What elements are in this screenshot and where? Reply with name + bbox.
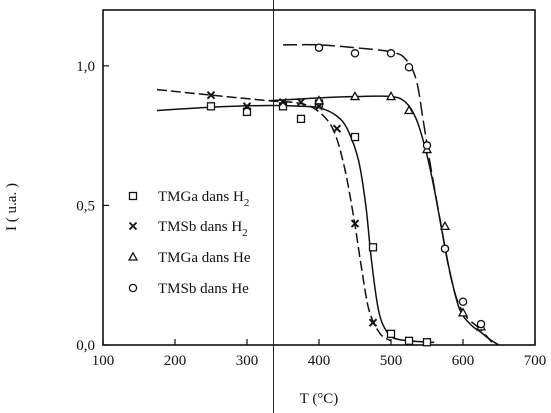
data-point	[422, 141, 432, 150]
data-point	[458, 297, 468, 306]
legend-label: TMSb dans He	[158, 281, 249, 297]
data-point	[476, 319, 486, 329]
data-point	[242, 102, 252, 111]
data-point	[350, 49, 360, 58]
x-tick-label: 200	[164, 353, 187, 369]
data-point	[296, 97, 306, 107]
series-markers	[206, 43, 487, 347]
series-curve	[156, 88, 392, 342]
data-point	[278, 97, 288, 107]
data-point	[440, 244, 450, 253]
series-curve	[282, 43, 493, 343]
data-point	[332, 124, 342, 133]
data-point	[314, 43, 324, 52]
data-point	[350, 219, 360, 228]
legend-item: TMSb dans He	[128, 281, 249, 297]
data-point	[349, 91, 361, 101]
x-tick-label: 300	[236, 353, 259, 369]
data-point	[404, 62, 414, 72]
x-tick-label: 700	[524, 353, 547, 369]
data-point	[206, 102, 216, 111]
legend-item: TMSb dans H2	[128, 219, 248, 239]
y-tick-label: 1,0	[76, 59, 95, 75]
data-point	[368, 318, 378, 327]
legend-marker	[128, 191, 138, 201]
data-point	[386, 329, 396, 338]
data-point	[242, 107, 252, 117]
x-axis-label: T (°C)	[300, 391, 339, 407]
x-tick-label: 100	[92, 353, 115, 369]
data-point	[350, 132, 360, 142]
data-point	[439, 220, 451, 231]
legend: TMGa dans H2 TMSb dans H2 TMGa dans He TMSb…	[127, 189, 251, 297]
legend-label: TMGa dans He	[158, 250, 251, 266]
data-point	[404, 336, 414, 345]
legend-label: TMGa dans H2	[158, 189, 249, 209]
axis-ticks: 100 200 300 400 500 600 700 0,0 0,5 1,0	[76, 59, 546, 369]
data-point	[313, 95, 325, 105]
y-tick-label: 0,0	[76, 338, 95, 354]
series-curve	[268, 95, 500, 346]
legend-marker	[128, 221, 138, 231]
data-point	[296, 114, 306, 124]
y-axis-label: I ( u.a. )	[4, 183, 20, 231]
legend-marker	[127, 251, 139, 261]
data-point	[385, 91, 397, 101]
x-tick-label: 500	[380, 353, 403, 369]
legend-marker	[128, 283, 138, 293]
legend-label: TMSb dans H2	[158, 219, 248, 239]
data-point	[403, 104, 415, 115]
data-point	[386, 49, 396, 58]
data-point	[457, 307, 469, 317]
data-point	[422, 338, 432, 347]
x-tick-label: 600	[452, 353, 475, 369]
data-point	[368, 243, 378, 252]
data-point	[206, 90, 216, 100]
legend-item: TMGa dans He	[127, 250, 251, 266]
y-tick-label: 0,5	[76, 198, 95, 214]
legend-item: TMGa dans H2	[128, 189, 249, 209]
x-tick-label: 400	[308, 353, 331, 369]
